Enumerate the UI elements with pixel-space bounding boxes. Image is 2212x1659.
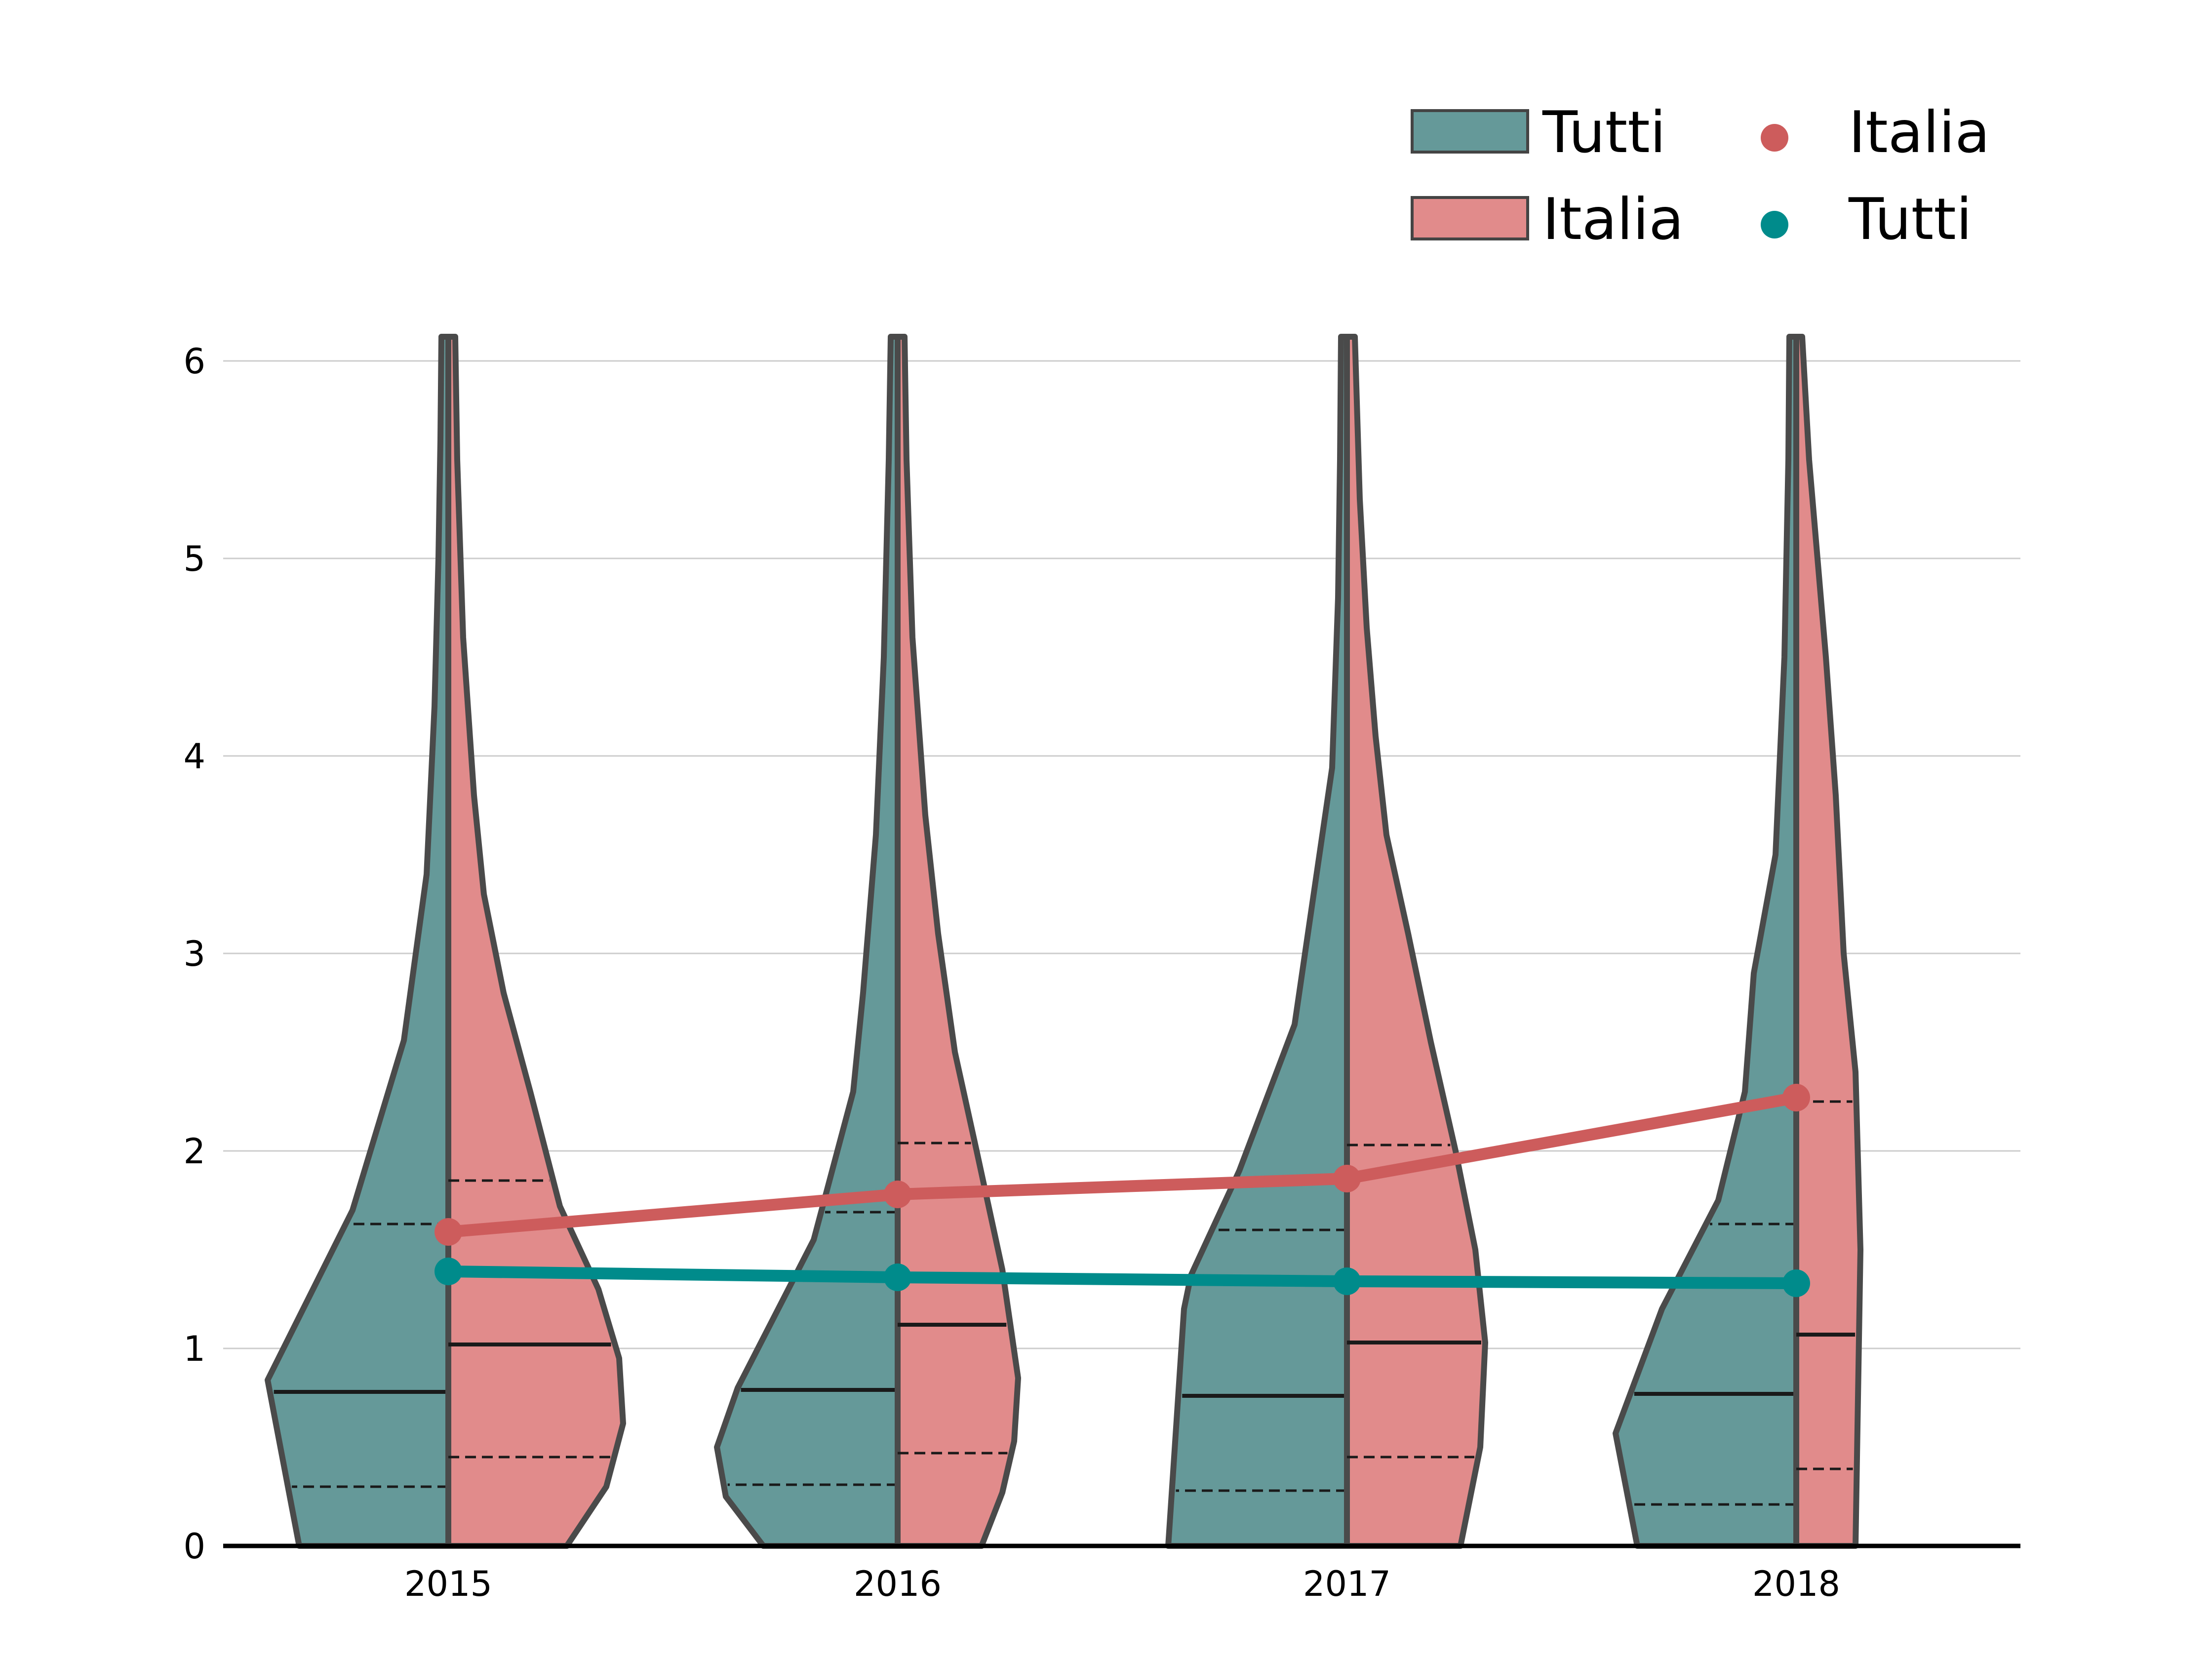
legend: Tutti Italia Italia Tutti xyxy=(1411,99,1990,253)
violin-tutti-2016 xyxy=(714,334,901,1549)
legend-marker-italia xyxy=(1761,124,1788,152)
y-axis: 0 1 2 3 4 5 6 xyxy=(183,341,205,1567)
x-tick-label: 2018 xyxy=(1752,1564,1840,1604)
point-italia xyxy=(434,1218,462,1246)
violin-italia-2015 xyxy=(445,334,626,1549)
legend-patch-tutti xyxy=(1411,109,1529,154)
point-tutti xyxy=(1782,1269,1810,1297)
y-tick-label: 1 xyxy=(183,1329,205,1369)
point-tutti xyxy=(434,1258,462,1285)
y-tick-label: 4 xyxy=(183,736,205,777)
mean-lines xyxy=(434,1084,1810,1297)
violin-tutti-2017 xyxy=(1165,334,1350,1549)
legend-label-patch-0: Tutti xyxy=(1542,99,1666,166)
legend-label-patch-1: Italia xyxy=(1542,186,1684,253)
violin-italia-2016 xyxy=(895,334,1021,1549)
violin-italia-2017 xyxy=(1344,334,1488,1549)
y-tick-label: 0 xyxy=(183,1526,205,1567)
x-axis: 2015 2016 2017 2018 xyxy=(223,1543,2020,1604)
line-tutti xyxy=(442,1265,1802,1289)
x-tick-label: 2017 xyxy=(1303,1564,1391,1604)
point-italia xyxy=(1333,1165,1361,1192)
legend-marker-tutti xyxy=(1761,211,1788,238)
point-tutti xyxy=(1333,1267,1361,1295)
line-italia xyxy=(442,1092,1802,1238)
y-tick-label: 6 xyxy=(183,341,205,382)
point-italia xyxy=(1782,1084,1810,1111)
violin-italia-2018 xyxy=(1793,334,1863,1549)
violins xyxy=(265,334,1863,1549)
violin-tutti-2018 xyxy=(1613,334,1799,1549)
x-tick-label: 2016 xyxy=(854,1564,942,1604)
point-italia xyxy=(884,1181,911,1208)
legend-label-marker-1: Tutti xyxy=(1848,186,1972,253)
y-tick-label: 3 xyxy=(183,934,205,974)
y-tick-label: 5 xyxy=(183,539,205,579)
legend-patch-italia xyxy=(1411,196,1529,240)
y-tick-label: 2 xyxy=(183,1131,205,1172)
x-tick-label: 2015 xyxy=(404,1564,492,1604)
point-tutti xyxy=(884,1264,911,1291)
legend-label-marker-0: Italia xyxy=(1849,99,1990,166)
violin-tutti-2015 xyxy=(265,334,451,1549)
